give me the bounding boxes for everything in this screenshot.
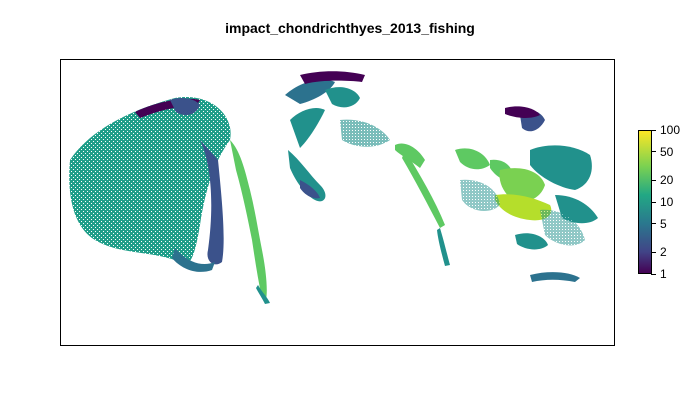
okhotsk bbox=[505, 106, 540, 118]
americas-west-coast bbox=[230, 140, 267, 300]
pacific-ocean-region bbox=[69, 97, 231, 265]
indonesia bbox=[495, 194, 552, 221]
arabian-sea bbox=[455, 148, 490, 170]
north-sea bbox=[325, 87, 360, 108]
arctic-strip bbox=[300, 71, 365, 84]
southern-ocean-east bbox=[530, 272, 580, 282]
caribbean bbox=[288, 150, 326, 202]
colorbar-tick-label: 20 bbox=[660, 173, 674, 188]
colorbar-tick bbox=[651, 223, 656, 225]
colorbar-tick bbox=[651, 251, 656, 253]
western-pacific bbox=[530, 145, 592, 190]
africa-west-coast bbox=[402, 150, 445, 228]
colorbar-tick bbox=[651, 151, 656, 153]
bering-sea bbox=[170, 97, 200, 116]
pacific-ocean-southeast bbox=[172, 248, 215, 272]
colorbar-tick-label: 5 bbox=[660, 216, 667, 231]
south-china-sea bbox=[499, 168, 545, 202]
colorbar-tick-label: 1 bbox=[660, 267, 667, 281]
pacific-ocean-east bbox=[200, 140, 224, 265]
indian-ocean-scatter bbox=[460, 179, 500, 212]
colorbar bbox=[638, 130, 652, 274]
north-atlantic-west bbox=[290, 108, 325, 148]
colorbar-tick-label: 100 bbox=[660, 123, 681, 137]
colorbar-tick-label: 50 bbox=[660, 144, 674, 159]
colorbar-tick-label: 2 bbox=[660, 245, 667, 260]
pacific-west-scatter bbox=[540, 209, 585, 246]
africa-south bbox=[437, 228, 450, 266]
colorbar-tick bbox=[651, 273, 656, 275]
south-america-tip bbox=[256, 285, 270, 304]
canadian-arctic bbox=[285, 79, 335, 104]
colorbar-tick bbox=[651, 201, 656, 203]
atlantic-scatter bbox=[340, 119, 390, 147]
west-australia bbox=[515, 233, 548, 250]
colorbar-tick-label: 10 bbox=[660, 195, 674, 209]
colorbar-tick bbox=[651, 129, 656, 131]
map-title: impact_chondrichthyes_2013_fishing bbox=[225, 20, 475, 36]
gulf-of-mexico bbox=[300, 180, 320, 199]
europe-coast bbox=[395, 143, 425, 168]
colorbar-tick bbox=[651, 179, 656, 181]
